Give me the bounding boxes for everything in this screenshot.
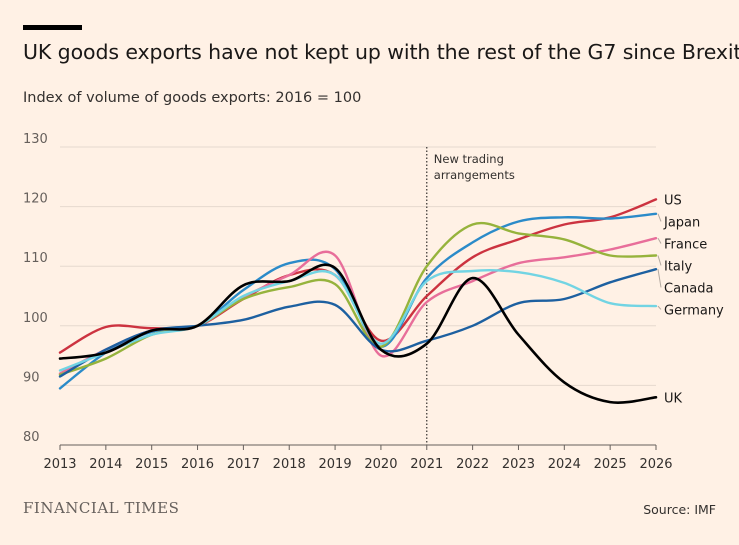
series-label-canada: Canada (664, 281, 713, 296)
series-line-uk (58, 263, 658, 404)
x-tick-label-2024: 2024 (548, 457, 581, 472)
y-axis-ticks: 80 90 100 110 120 130 (23, 132, 48, 445)
annotation: New trading arrangements (426, 147, 515, 445)
annotation-text-0: New trading (434, 152, 504, 166)
series-line-germany (58, 268, 658, 372)
y-tick-label-90: 90 (23, 370, 40, 385)
y-tick-label-80: 80 (23, 430, 40, 445)
series-labels: US Japan France Italy Canada Germany UK (657, 193, 724, 406)
x-tick-label-2019: 2019 (319, 457, 352, 472)
series-label-italy: Italy (664, 259, 693, 274)
title-accent-bar (23, 25, 82, 30)
source-note: Source: IMF (643, 502, 716, 517)
series-label-uk: UK (664, 391, 683, 406)
series-line-canada (58, 268, 658, 378)
x-tick-label-2018: 2018 (273, 457, 306, 472)
x-axis-ticks: 2013 2014 2015 2016 2017 2018 2019 2020 2021 2022… (43, 445, 673, 472)
ft-logo: FINANCIAL TIMES (23, 499, 180, 517)
leader-line-japan (657, 213, 662, 222)
x-tick-label-2014: 2014 (89, 457, 122, 472)
annotation-text-1: arrangements (434, 168, 515, 182)
x-tick-label-2023: 2023 (502, 457, 535, 472)
y-tick-label-120: 120 (23, 192, 48, 207)
x-tick-label-2026: 2026 (639, 457, 672, 472)
leader-line-france (657, 237, 662, 244)
x-tick-label-2017: 2017 (227, 457, 260, 472)
x-tick-label-2025: 2025 (594, 457, 627, 472)
series-label-us: US (664, 193, 682, 208)
x-tick-label-2020: 2020 (364, 457, 397, 472)
gridlines (60, 146, 656, 446)
series-label-japan: Japan (663, 215, 700, 230)
series-label-germany: Germany (664, 303, 724, 318)
series-label-france: France (664, 237, 707, 252)
y-tick-label-100: 100 (23, 311, 48, 326)
x-tick-label-2015: 2015 (135, 457, 168, 472)
x-tick-label-2022: 2022 (456, 457, 489, 472)
x-tick-label-2021: 2021 (410, 457, 443, 472)
chart-subtitle: Index of volume of goods exports: 2016 =… (23, 90, 362, 106)
y-tick-label-130: 130 (23, 132, 48, 147)
y-tick-label-110: 110 (23, 251, 48, 266)
chart-title: UK goods exports have not kept up with t… (23, 40, 739, 64)
leader-line-germany (657, 305, 662, 310)
series-lines (58, 198, 658, 404)
leader-line-canada (657, 269, 662, 288)
x-tick-label-2016: 2016 (181, 457, 214, 472)
x-tick-label-2013: 2013 (43, 457, 76, 472)
leader-line-italy (657, 255, 662, 266)
